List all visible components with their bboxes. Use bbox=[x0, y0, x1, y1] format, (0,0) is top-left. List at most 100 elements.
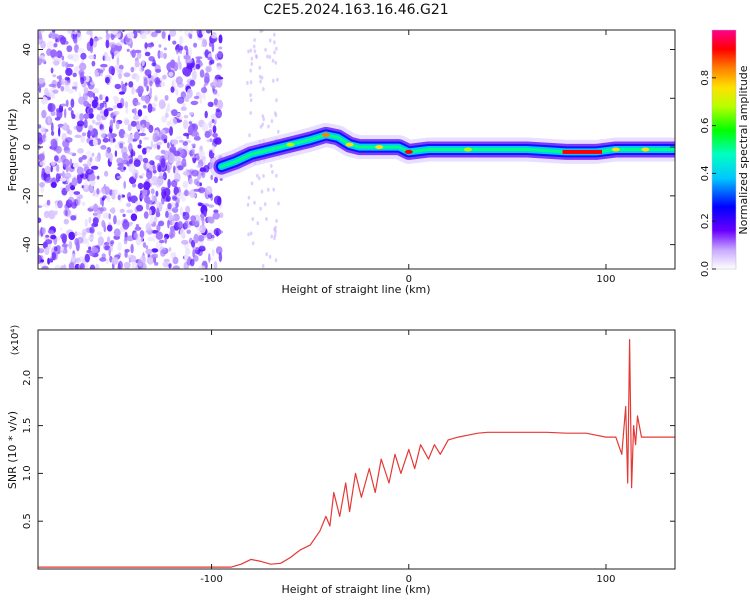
noise-speckle bbox=[108, 42, 117, 48]
noise-speckle bbox=[135, 201, 141, 206]
noise-speckle bbox=[40, 40, 46, 49]
noise-speckle bbox=[258, 65, 262, 70]
noise-speckle bbox=[45, 176, 53, 183]
noise-speckle bbox=[256, 173, 259, 178]
noise-speckle bbox=[151, 103, 157, 108]
noise-speckle bbox=[51, 251, 57, 261]
noise-speckle bbox=[154, 77, 161, 85]
noise-speckle bbox=[101, 197, 105, 201]
signal-hot-spot bbox=[463, 147, 472, 152]
noise-speckle bbox=[193, 255, 199, 262]
noise-speckle bbox=[212, 132, 219, 138]
noise-speckle bbox=[102, 137, 110, 143]
signal-hot-spot bbox=[562, 149, 603, 154]
noise-speckle bbox=[106, 224, 113, 232]
x-tick-label: 0 bbox=[406, 274, 412, 285]
noise-speckle bbox=[46, 199, 51, 206]
noise-speckle bbox=[208, 60, 213, 66]
noise-speckle bbox=[68, 262, 75, 269]
noise-speckle bbox=[172, 256, 179, 265]
noise-speckle bbox=[114, 150, 118, 158]
noise-speckle bbox=[80, 52, 87, 60]
noise-speckle bbox=[99, 257, 107, 262]
noise-speckle bbox=[50, 234, 57, 240]
noise-speckle bbox=[99, 102, 105, 109]
noise-speckle bbox=[172, 213, 180, 222]
noise-speckle bbox=[249, 80, 253, 85]
noise-speckle bbox=[189, 258, 195, 267]
noise-speckle bbox=[81, 132, 87, 137]
noise-speckle bbox=[96, 138, 102, 146]
noise-speckle bbox=[84, 253, 91, 263]
noise-speckle bbox=[72, 81, 78, 87]
signal-hot-spot bbox=[641, 147, 650, 152]
spectrogram-y-ticks: -40 -20 0 20 40 bbox=[22, 43, 675, 253]
noise-speckle bbox=[61, 60, 66, 67]
noise-speckle bbox=[159, 51, 164, 58]
noise-speckle bbox=[49, 258, 54, 263]
noise-speckle bbox=[111, 193, 116, 200]
noise-speckle bbox=[188, 121, 192, 125]
noise-speckle bbox=[127, 32, 135, 39]
noise-speckle bbox=[159, 239, 165, 244]
noise-speckle bbox=[200, 172, 204, 176]
noise-speckle bbox=[63, 108, 67, 119]
noise-speckle bbox=[275, 218, 278, 223]
noise-speckle bbox=[178, 116, 183, 121]
noise-speckle bbox=[217, 79, 224, 83]
noise-speckle bbox=[272, 78, 275, 83]
noise-speckle bbox=[54, 265, 61, 269]
noise-speckle bbox=[159, 170, 163, 181]
noise-speckle bbox=[95, 135, 98, 140]
noise-speckle bbox=[121, 101, 125, 107]
colorbar-tick-label: 0.0 bbox=[700, 261, 711, 277]
noise-speckle bbox=[68, 107, 73, 111]
signal-hot-spot bbox=[286, 142, 295, 147]
noise-speckle bbox=[273, 40, 276, 45]
noise-speckle bbox=[107, 132, 115, 139]
noise-speckle bbox=[186, 58, 193, 64]
noise-speckle bbox=[260, 189, 264, 194]
noise-speckle bbox=[111, 189, 116, 194]
noise-speckle bbox=[141, 30, 149, 36]
noise-speckle bbox=[186, 229, 191, 235]
noise-speckle bbox=[207, 56, 213, 61]
noise-speckle bbox=[212, 125, 217, 134]
noise-speckle bbox=[197, 235, 205, 242]
noise-speckle bbox=[117, 262, 121, 269]
noise-speckle bbox=[191, 169, 199, 177]
noise-speckle bbox=[183, 67, 192, 77]
noise-speckle bbox=[184, 189, 189, 197]
noise-speckle bbox=[91, 60, 96, 67]
noise-speckle bbox=[172, 196, 177, 201]
noise-speckle bbox=[148, 124, 154, 133]
noise-speckle bbox=[152, 132, 159, 143]
noise-speckle bbox=[80, 135, 85, 144]
noise-speckle bbox=[118, 73, 122, 80]
noise-speckle bbox=[106, 236, 111, 246]
noise-speckle bbox=[38, 55, 46, 59]
noise-speckle bbox=[144, 195, 151, 204]
noise-speckle bbox=[99, 206, 107, 212]
noise-speckle bbox=[247, 195, 251, 200]
noise-speckle bbox=[193, 188, 201, 192]
noise-speckle bbox=[188, 177, 193, 185]
noise-speckle bbox=[80, 263, 85, 269]
noise-speckle bbox=[89, 81, 95, 85]
noise-speckle bbox=[133, 131, 140, 141]
noise-speckle bbox=[196, 164, 202, 169]
noise-speckle bbox=[104, 76, 110, 84]
noise-speckle bbox=[46, 40, 54, 50]
noise-speckle bbox=[55, 173, 60, 183]
noise-speckle bbox=[97, 69, 104, 74]
noise-speckle bbox=[144, 51, 151, 57]
noise-speckle bbox=[87, 90, 94, 98]
noise-speckle bbox=[136, 124, 141, 130]
noise-speckle bbox=[158, 99, 166, 110]
noise-speckle bbox=[111, 52, 115, 60]
noise-speckle bbox=[96, 231, 103, 236]
noise-speckle bbox=[103, 222, 106, 230]
noise-speckle bbox=[51, 92, 55, 99]
noise-speckle bbox=[208, 204, 215, 208]
noise-speckle bbox=[150, 141, 154, 148]
